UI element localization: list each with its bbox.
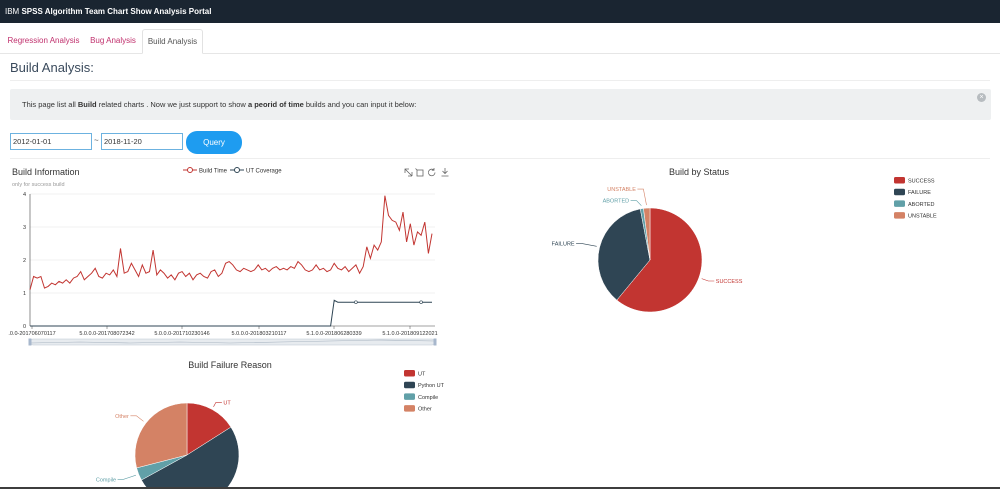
status-slice-failure[interactable] [597,208,651,301]
date-separator: ~ [94,136,99,145]
failure-slice-python-ut[interactable] [141,426,240,489]
status-legend-swatch[interactable] [894,212,905,219]
divider [10,80,990,81]
x-tick-label: 5.1.0.0-201806280339 [306,331,361,337]
failure-legend: UT Python UT Compile Other [404,370,445,413]
x-tick-label: .0.0-201706070117 [8,331,55,337]
failure-label-line [117,474,136,480]
y-tick-label: 2 [23,258,26,264]
data-zoom-slider[interactable] [28,338,437,346]
status-label: ABORTED [603,199,630,205]
end-date-input[interactable] [101,133,183,150]
failure-legend-swatch[interactable] [404,405,415,412]
x-tick-label: 5.1.0.0-201809122021 [382,331,437,337]
toolbox [404,168,449,177]
ut-coverage-series-line [30,299,432,327]
failure-pie-title: Build Failure Reason [188,360,272,370]
failure-legend-item[interactable]: UT [418,372,426,378]
y-tick-labels: 0 1 2 3 4 [23,192,26,330]
status-label-line [701,278,715,282]
x-tick-label: 5.0.0.0-201803210117 [232,331,287,337]
status-legend-item[interactable]: UNSTABLE [908,214,937,220]
brand-logo: IBM [5,7,20,16]
top-bar: IBM SPSS Algorithm Team Chart Show Analy… [0,0,1000,23]
legend-ut-coverage-marker [234,167,240,173]
window-bottom-edge [0,487,1000,489]
failure-legend-item[interactable]: Compile [418,395,438,401]
status-pie: SUCCESS FAILURE ABORTED UNSTABLE [552,187,743,313]
build-time-series-line [29,195,433,290]
zoom-reset-icon[interactable] [415,168,424,177]
zoom-icon[interactable] [404,168,413,177]
y-tick-label: 0 [23,324,26,330]
legend-build-time-marker [187,167,193,173]
y-grid [30,193,435,294]
status-legend-swatch[interactable] [894,200,905,207]
info-text-3: builds and you can input it below: [303,100,417,109]
failure-legend-swatch[interactable] [404,370,415,377]
failure-label-line [130,415,144,422]
status-label: UNSTABLE [607,187,636,193]
info-text-2: related charts . Now we just support to … [96,100,248,109]
failure-slice-ut[interactable] [186,402,232,456]
refresh-icon[interactable] [428,168,436,177]
build-info-legend[interactable]: Build Time UT Coverage [183,167,282,175]
status-legend-swatch[interactable] [894,177,905,184]
build-info-subtitle: only for success build [12,182,65,188]
info-bold-2: a peorid of time [247,100,304,109]
failure-label: UT [223,400,231,406]
tab-bug-analysis[interactable]: Bug Analysis [90,36,136,45]
legend-ut-coverage[interactable]: UT Coverage [246,169,282,175]
tab-regression-analysis[interactable]: Regression Analysis [7,36,80,45]
y-tick-label: 3 [23,225,26,231]
status-legend-item[interactable]: SUCCESS [908,179,935,185]
status-legend: SUCCESS FAILURE ABORTED UNSTABLE [894,177,937,220]
tab-build-analysis[interactable]: Build Analysis [142,29,203,54]
info-text-1: This page list all [22,100,78,109]
status-label-line [576,243,597,247]
status-label-line [637,188,647,206]
divider [10,158,990,159]
failure-label-line [213,402,222,407]
failure-label: Compile [96,477,116,483]
failure-legend-swatch[interactable] [404,381,415,389]
status-label: SUCCESS [716,279,743,285]
status-label: FAILURE [552,242,575,248]
status-legend-item[interactable]: FAILURE [908,190,931,196]
app-title: SPSS Algorithm Team Chart Show Analysis … [21,7,212,16]
failure-label: Other [115,414,129,420]
query-button[interactable]: Query [186,131,242,154]
download-icon[interactable] [441,168,449,177]
status-pie-title: Build by Status [669,167,730,177]
tab-bar: Regression Analysis Bug Analysis Build A… [0,29,1000,54]
info-bold-1: Build [77,100,97,109]
slider-handle-left[interactable] [28,338,32,346]
build-info-title: Build Information [12,167,80,177]
failure-legend-swatch[interactable] [404,393,415,400]
info-alert: This page list all Build related charts … [10,89,991,120]
start-date-input[interactable] [10,133,92,150]
failure-legend-item[interactable]: Python UT [418,383,445,389]
line-series [29,195,433,327]
x-tick-label: 5.0.0.0-201708072342 [79,331,134,337]
x-tick-labels: .0.0-201706070117 5.0.0.0-201708072342 5… [8,331,437,337]
y-tick-label: 4 [23,192,26,198]
ut-coverage-point[interactable] [419,300,423,304]
legend-build-time[interactable]: Build Time [199,169,228,175]
close-icon[interactable]: × [977,93,986,102]
y-tick-label: 1 [23,291,26,297]
page-title: Build Analysis: [10,60,94,75]
failure-slice-other[interactable] [134,402,188,469]
status-legend-item[interactable]: ABORTED [908,202,935,208]
status-legend-swatch[interactable] [894,188,905,196]
status-label-line [630,200,642,206]
slider-handle-right[interactable] [433,338,437,346]
ut-coverage-point[interactable] [354,300,358,304]
status-slice-unstable[interactable] [643,207,651,261]
status-slice-success[interactable] [616,207,703,313]
x-tick-label: 5.0.0.0-201710230146 [154,331,209,337]
failure-legend-item[interactable]: Other [418,407,432,413]
